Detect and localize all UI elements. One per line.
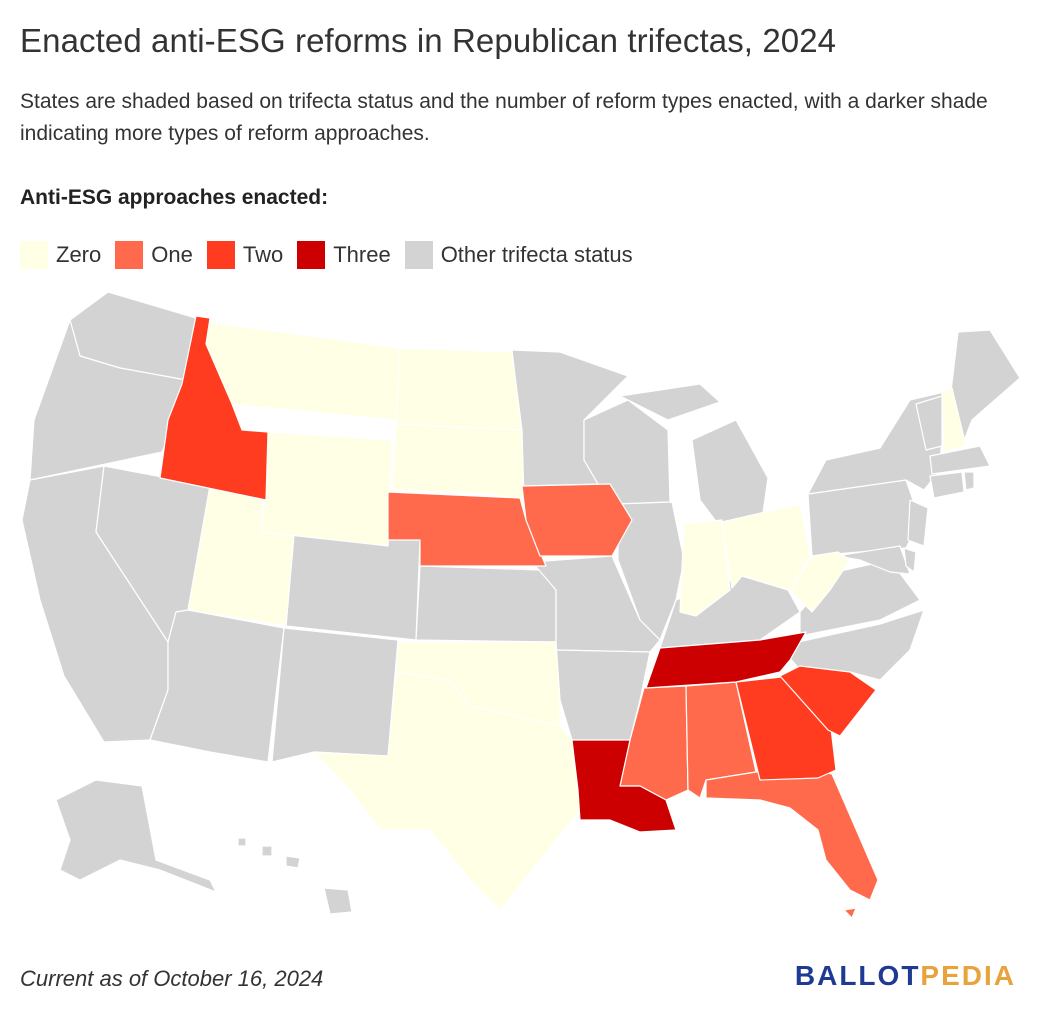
state-vermont[interactable] <box>915 395 943 451</box>
state-idaho[interactable] <box>159 315 269 501</box>
state-connecticut[interactable] <box>929 471 965 499</box>
state-florida[interactable] <box>705 769 879 919</box>
footer-date: Current as of October 16, 2024 <box>20 966 324 991</box>
state-tennessee[interactable] <box>645 631 807 689</box>
map-subtitle: States are shaded based on trifecta stat… <box>20 90 988 145</box>
state-alaska[interactable] <box>55 779 217 893</box>
legend-item-three: Three <box>297 241 391 269</box>
logo-part-pedia: PEDIA <box>920 960 1016 991</box>
state-hawaii[interactable] <box>237 837 353 915</box>
state-delaware[interactable] <box>903 547 917 573</box>
legend-item-other: Other trifecta status <box>404 241 633 269</box>
legend-label-three: Three <box>333 242 391 267</box>
state-nebraska[interactable] <box>387 491 547 567</box>
state-maryland[interactable] <box>835 545 911 575</box>
state-new-jersey[interactable] <box>907 499 929 547</box>
legend-swatch-three <box>297 241 326 269</box>
legend-swatch-one <box>115 241 144 269</box>
legend-swatch-two <box>206 241 235 269</box>
map-title: Enacted anti-ESG reforms in Republican t… <box>20 22 837 59</box>
legend-item-two: Two <box>206 241 284 269</box>
state-indiana[interactable] <box>679 519 731 617</box>
ballotpedia-logo[interactable]: BALLOTPEDIA <box>795 960 1016 992</box>
legend-item-one: One <box>115 241 193 269</box>
us-map <box>21 291 1021 919</box>
state-louisiana[interactable] <box>571 739 677 833</box>
legend-title: Anti-ESG approaches enacted: <box>20 186 329 209</box>
state-north-dakota[interactable] <box>395 347 523 431</box>
state-iowa[interactable] <box>521 483 633 557</box>
legend-swatch-other <box>404 241 433 269</box>
legend-item-zero: Zero <box>20 241 101 269</box>
state-montana[interactable] <box>205 321 401 421</box>
state-texas[interactable] <box>313 671 581 911</box>
legend: Zero One Two Three Other trifecta status <box>20 240 647 270</box>
state-new-hampshire[interactable] <box>941 387 967 453</box>
state-west-virginia[interactable] <box>789 551 851 613</box>
legend-label-two: Two <box>242 242 284 267</box>
state-south-carolina[interactable] <box>779 665 877 737</box>
state-massachusetts[interactable] <box>929 445 991 475</box>
state-new-mexico[interactable] <box>271 627 399 763</box>
state-wyoming[interactable] <box>261 431 393 547</box>
state-kansas[interactable] <box>415 565 557 643</box>
logo-part-ballot: BALLOT <box>794 960 921 991</box>
state-missouri[interactable] <box>531 555 661 653</box>
state-colorado[interactable] <box>285 531 421 641</box>
legend-label-other: Other trifecta status <box>440 242 633 267</box>
state-illinois[interactable] <box>617 501 685 641</box>
legend-swatch-zero <box>20 241 48 269</box>
state-rhode-island[interactable] <box>963 471 975 491</box>
state-south-dakota[interactable] <box>391 423 525 501</box>
legend-label-zero: Zero <box>56 242 102 267</box>
state-arizona[interactable] <box>149 609 285 763</box>
legend-label-one: One <box>151 242 193 267</box>
